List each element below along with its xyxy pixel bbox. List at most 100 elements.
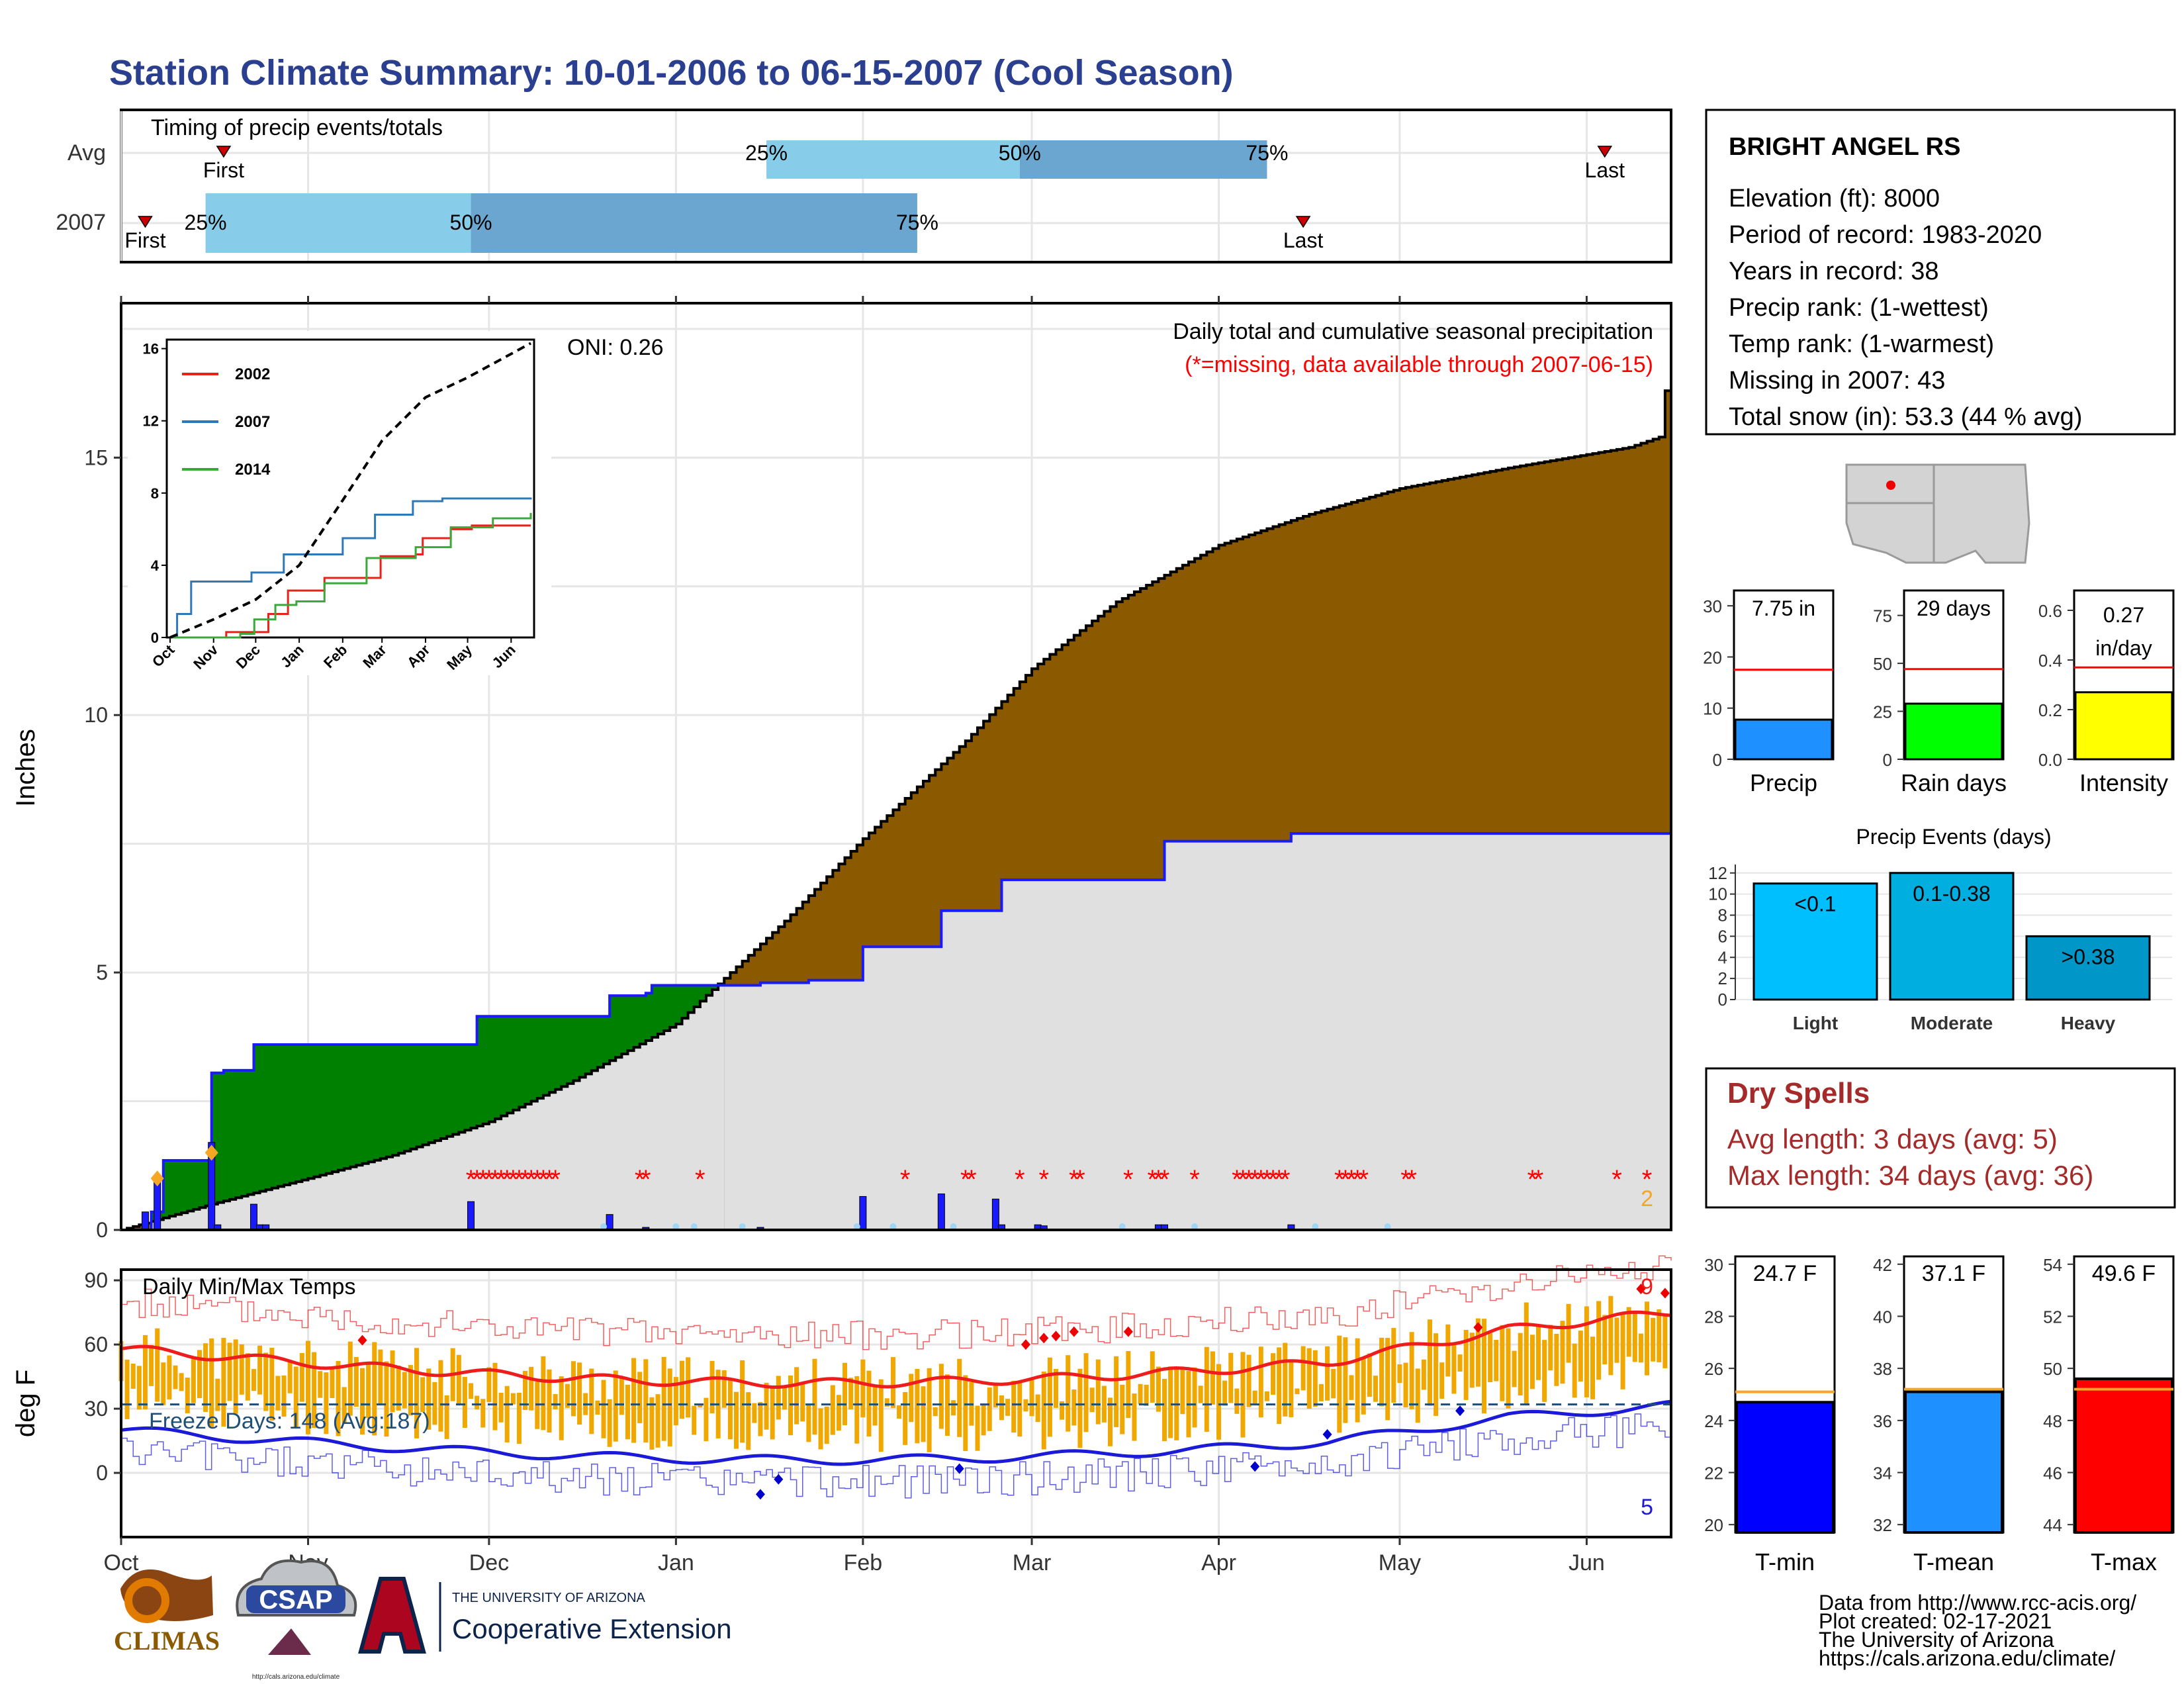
events-bar-value: 0.1-0.38	[1913, 882, 1990, 906]
temp-day-bar	[1632, 1311, 1637, 1362]
month-tick-label: Jun	[1569, 1550, 1605, 1575]
timing-row-label-avg: Avg	[68, 140, 106, 165]
temp-y-tick-label: 0	[96, 1461, 108, 1485]
temp-y-tick-label: 40	[1873, 1307, 1892, 1327]
temp-day-bar	[179, 1373, 184, 1391]
temp-day-bar	[1337, 1335, 1342, 1433]
month-tick-label: Oct	[104, 1550, 139, 1575]
mini-bar-Rain days	[1904, 702, 2003, 761]
timing-row-label-2007: 2007	[56, 210, 106, 235]
temp-day-bar	[1361, 1357, 1366, 1415]
temp-day-bar	[1397, 1364, 1402, 1383]
missing-day-marker: *	[1244, 1165, 1254, 1194]
temp-day-bar	[1295, 1388, 1300, 1395]
precip-y-tick-label: 10	[84, 703, 108, 727]
missing-note: (*=missing, data available through 2007-…	[1185, 352, 1653, 377]
month-tick-label: Dec	[469, 1550, 509, 1575]
temp-day-bar	[764, 1382, 769, 1430]
temp-day-bar	[336, 1360, 341, 1436]
temp-value-label: 37.1 F	[1922, 1261, 1985, 1286]
temp-day-bar	[396, 1366, 401, 1411]
temp-day-bar	[1651, 1317, 1656, 1362]
temp-day-bar	[1180, 1368, 1185, 1415]
ua-small-text: THE UNIVERSITY OF ARIZONA	[452, 1591, 646, 1605]
temp-day-bar	[1210, 1351, 1215, 1405]
missing-day-marker: *	[1352, 1165, 1363, 1194]
temp-day-bar	[1620, 1312, 1625, 1389]
temp-day-bar	[1529, 1335, 1535, 1389]
dry-spells-title: Dry Spells	[1727, 1077, 1870, 1109]
temp-day-bar	[1077, 1368, 1083, 1448]
ua-big-text: Cooperative Extension	[452, 1613, 732, 1644]
timing-quantile-label: 25%	[185, 211, 227, 234]
missing-day-marker: *	[1612, 1165, 1622, 1194]
temp-day-bar	[727, 1379, 733, 1440]
temp-day-bar	[1258, 1346, 1263, 1418]
inset-series-line-2014	[170, 512, 532, 639]
temp-day-bar	[1457, 1354, 1463, 1372]
temp-day-bar	[456, 1354, 461, 1405]
record-high-marker-icon	[1021, 1339, 1030, 1350]
mini-y-tick-label: 10	[1703, 699, 1722, 719]
temp-day-bar	[366, 1362, 371, 1419]
temp-day-bar	[1246, 1354, 1251, 1407]
temp-day-bar	[1234, 1388, 1240, 1414]
dry-spells-max: Max length: 34 days (avg: 36)	[1727, 1160, 2093, 1191]
daily-precip-bar	[467, 1201, 475, 1231]
temp-day-bar	[909, 1374, 914, 1423]
avg-min-line	[120, 1399, 1672, 1466]
temp-day-bar	[776, 1376, 781, 1420]
temp-bar-T-min	[1735, 1401, 1835, 1534]
missing-day-marker: *	[635, 1165, 645, 1194]
mini-value-label: 0.27	[2103, 603, 2144, 627]
precip-y-label: Inches	[11, 729, 40, 807]
temp-day-bar	[1451, 1344, 1457, 1394]
temp-day-bar	[203, 1343, 208, 1412]
timing-bar-q25-q50	[766, 140, 1020, 179]
timing-quantile-label: 25%	[745, 141, 788, 165]
record-low-marker-icon	[774, 1474, 784, 1485]
precip-events-title: Precip Events (days)	[1856, 825, 2051, 849]
missing-day-marker: *	[490, 1165, 500, 1194]
inset-legend-label: 2002	[235, 365, 270, 383]
record-high-marker-icon	[1039, 1333, 1049, 1344]
temp-day-bar	[1482, 1319, 1487, 1414]
temp-day-bar	[890, 1357, 895, 1408]
missing-day-marker: *	[641, 1165, 651, 1194]
mini-value-label: in/day	[2095, 636, 2152, 660]
temp-day-bar	[692, 1405, 697, 1435]
avg-max-line	[120, 1310, 1672, 1389]
mini-y-tick-label: 0.6	[2038, 601, 2062, 621]
temp-day-bar	[1083, 1353, 1089, 1432]
missing-day-marker: *	[960, 1165, 971, 1194]
temp-day-bar	[1228, 1352, 1234, 1403]
temp-y-axis: 0 30 60 90	[84, 1268, 121, 1485]
temp-day-bar	[944, 1374, 950, 1436]
temp-day-bar	[1475, 1318, 1480, 1387]
missing-day-marker: *	[1262, 1165, 1273, 1194]
temp-day-bar	[142, 1335, 148, 1410]
csap-logo: CSAP http://cals.arizona.edu/climate	[236, 1559, 357, 1681]
credit-source: Data from http://www.rcc-acis.org/	[1819, 1591, 2136, 1615]
temp-day-bar	[1144, 1384, 1149, 1406]
temp-day-bar	[1095, 1359, 1101, 1425]
temp-day-bar	[197, 1350, 202, 1399]
missing-day-marker: *	[1274, 1165, 1285, 1194]
temp-y-tick-label: 26	[1704, 1359, 1723, 1379]
last-marker-icon	[1597, 146, 1613, 158]
mini-bar-label: Precip	[1750, 769, 1817, 796]
missing-day-marker: *	[1406, 1165, 1417, 1194]
station-name: BRIGHT ANGEL RS	[1729, 133, 1960, 161]
temp-day-bar	[686, 1357, 691, 1418]
daily-precip-bar	[937, 1194, 945, 1231]
temp-day-bar	[1542, 1340, 1547, 1402]
missing-day-marker: *	[478, 1165, 488, 1194]
temp-day-bar	[1433, 1333, 1439, 1416]
temp-day-bar	[1283, 1342, 1288, 1417]
temp-day-bar	[1277, 1347, 1282, 1425]
temp-day-bar	[565, 1383, 570, 1408]
temp-day-bar	[613, 1370, 618, 1442]
mini-y-tick-label: 0.0	[2038, 750, 2062, 770]
temp-day-bar	[1385, 1338, 1390, 1421]
avg-cumulative-line	[121, 389, 1671, 1231]
